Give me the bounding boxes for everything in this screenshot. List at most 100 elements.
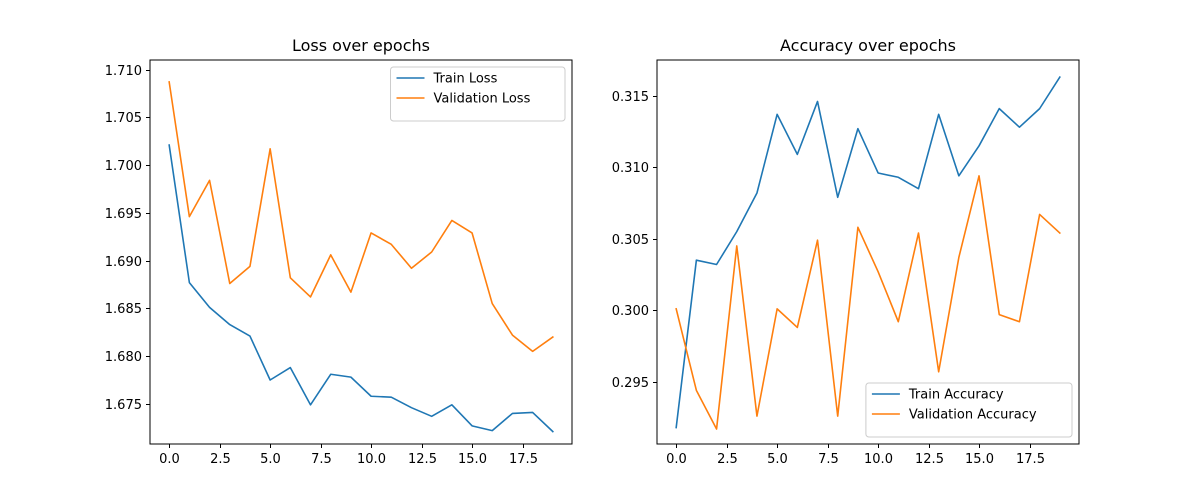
chart2-series-2-point: [736, 245, 738, 247]
chart1-series-1-point: [310, 404, 312, 406]
chart2-x-tick-label: 15.0: [965, 452, 994, 467]
chart1-series-2-point: [411, 267, 413, 269]
chart1-series-2-point: [249, 266, 251, 268]
chart1-series-2: [168, 81, 554, 353]
chart1-series-1-point: [209, 307, 211, 309]
chart1-x-tick-label: 5.0: [260, 452, 281, 467]
chart1-x-tick-label: 15.0: [458, 452, 487, 467]
chart1-series-2-point: [431, 251, 433, 253]
chart1-series-1-point: [330, 373, 332, 375]
chart2-series-2-point: [978, 175, 980, 177]
chart1-series-1-point: [512, 413, 514, 415]
chart2-series-1-point: [918, 188, 920, 190]
chart1-series-2-point: [168, 81, 170, 83]
chart1-series-1-point: [290, 367, 292, 369]
chart2-series-2-point: [918, 232, 920, 234]
chart1-series-1-point: [390, 396, 392, 398]
chart1-series-1-point: [431, 416, 433, 418]
chart2-y-tick-label: 0.310: [612, 161, 649, 176]
chart1-series-1-point: [411, 407, 413, 409]
chart2-y-tick-label: 0.295: [612, 376, 649, 391]
chart2-series-1-point: [877, 172, 879, 174]
chart2-series-2: [675, 175, 1061, 430]
chart1-series-1: [168, 144, 554, 433]
chart2-series-1: [675, 76, 1061, 429]
chart1-y-tick-label: 1.710: [105, 64, 142, 79]
chart2-series-2-point: [675, 308, 677, 310]
chart2-series-1-point: [1039, 108, 1041, 110]
chart2-series-1-point: [938, 114, 940, 116]
chart2-series-2-point: [1039, 214, 1041, 216]
chart2-legend: Train Accuracy Validation Accuracy: [865, 382, 1073, 438]
chart1-series-2-point: [552, 336, 554, 338]
chart2-series-1-point: [837, 197, 839, 199]
chart2-series-2-point: [696, 390, 698, 392]
chart2-x-tick-label: 17.5: [1016, 452, 1045, 467]
chart2-series-1-point: [998, 108, 1000, 110]
chart1-series-2-point: [269, 148, 271, 150]
chart2-series-2-point: [938, 371, 940, 373]
chart1-series-1-point: [350, 376, 352, 378]
chart1-series-2-point: [390, 244, 392, 246]
chart1-x-tick-label: 0.0: [159, 452, 180, 467]
chart1-series-1-point: [189, 282, 191, 284]
chart2-series-2-point: [837, 415, 839, 417]
chart2-series-2-point: [857, 227, 859, 229]
chart1-x-tick-label: 10.0: [357, 452, 386, 467]
chart2-series-1-point: [1019, 126, 1021, 128]
chart1-series-1-point: [451, 404, 453, 406]
chart1-series-1-line: [168, 144, 554, 433]
chart2-series-2-point: [776, 308, 778, 310]
chart1-title: Loss over epochs: [292, 36, 430, 55]
chart1-x-tick-label: 12.5: [408, 452, 437, 467]
chart2-series-2-point: [797, 327, 799, 329]
chart2-series-2-point: [958, 257, 960, 259]
chart2-series-1-point: [696, 259, 698, 261]
chart2-series-2-point: [998, 314, 1000, 316]
chart1-legend-box: [390, 66, 566, 122]
chart2-series-2-point: [877, 271, 879, 273]
chart2-x-tick-label: 2.5: [717, 452, 738, 467]
chart2-y-tick-label: 0.300: [612, 304, 649, 319]
chart2-series-2-point: [716, 428, 718, 430]
chart2-series-1-point: [1059, 76, 1061, 78]
chart1-series-2-point: [189, 216, 191, 218]
chart2-series-2-point: [817, 239, 819, 241]
chart1-series-1-point: [471, 425, 473, 427]
chart1-series-2-point: [512, 334, 514, 336]
chart2-series-2-point: [1019, 321, 1021, 323]
chart2-series-1-point: [817, 101, 819, 103]
chart1-y-tick-label: 1.705: [105, 111, 142, 126]
chart1-x-tick-label: 2.5: [210, 452, 231, 467]
chart1-series-1-point: [552, 431, 554, 433]
chart1-series-2-point: [350, 291, 352, 293]
chart1-y-tick-label: 1.685: [105, 302, 142, 317]
chart2-y-tick-label: 0.315: [612, 90, 649, 105]
chart2-series-2-point: [897, 321, 899, 323]
chart2-series-1-point: [756, 192, 758, 194]
chart2-x-tick-label: 0.0: [666, 452, 687, 467]
chart1-series-2-point: [491, 303, 493, 305]
chart1-legend-label: Validation Loss: [434, 92, 531, 107]
chart1-y-tick-label: 1.700: [105, 159, 142, 174]
chart1-x-tick-label: 17.5: [509, 452, 538, 467]
chart2-legend-label: Train Accuracy: [908, 388, 1004, 403]
chart1-legend: Train Loss Validation Loss: [390, 66, 566, 122]
chart2-series-1-line: [675, 76, 1061, 429]
chart2-axes: Accuracy over epochs 0.0 2.5 5.0 7.5 10.0 12.5…: [612, 36, 1080, 467]
chart1-plot-area: [149, 59, 573, 445]
chart1-x-tick-label: 7.5: [311, 452, 332, 467]
chart2-series-1-point: [736, 231, 738, 233]
chart2-series-2-point: [1059, 232, 1061, 234]
chart1-series-1-point: [168, 144, 170, 146]
chart1-series-2-point: [330, 254, 332, 256]
chart1-axes: Loss over epochs 0.0 2.5 5.0 7.5 10.0 12.5 15.0…: [105, 36, 573, 467]
chart2-series-1-point: [675, 427, 677, 429]
chart2-series-1-point: [857, 128, 859, 130]
chart1-series-1-point: [229, 324, 231, 326]
chart2-series-1-point: [978, 145, 980, 147]
chart2-plot-area: [656, 59, 1080, 445]
chart2-x-tick-label: 7.5: [818, 452, 839, 467]
chart2-series-1-point: [776, 114, 778, 116]
